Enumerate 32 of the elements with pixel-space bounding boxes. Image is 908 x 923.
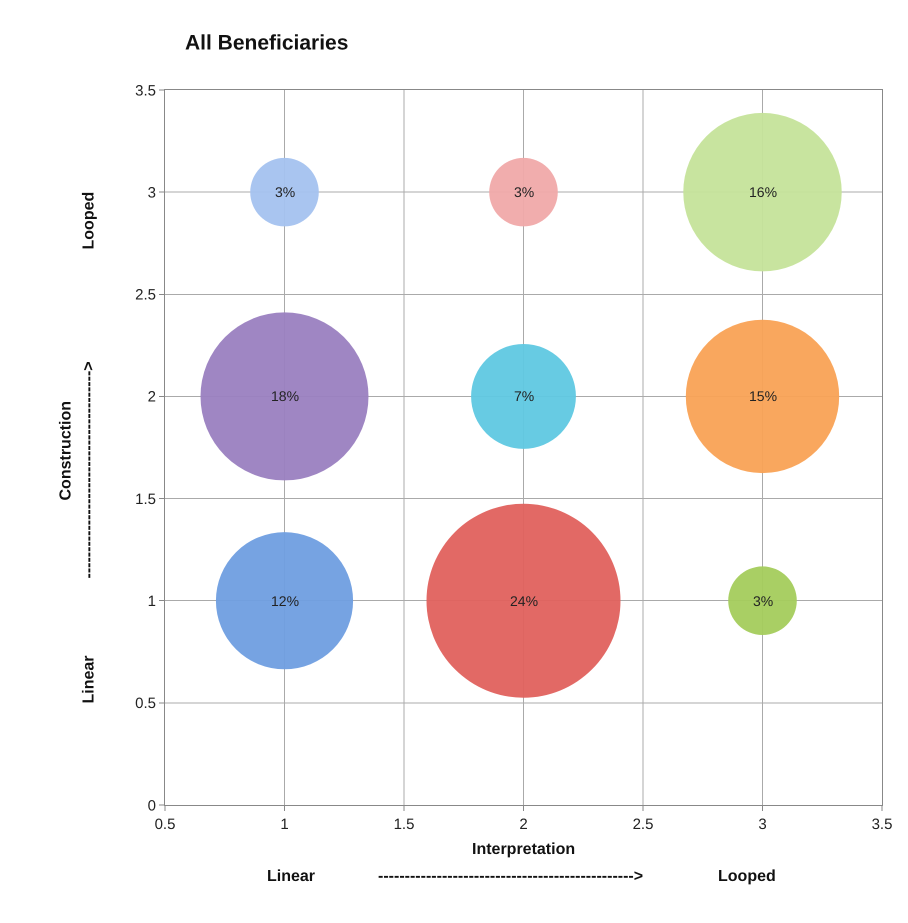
x-tick-label: 1.5: [394, 816, 414, 833]
text: Linear: [267, 868, 316, 885]
annotation: 24%: [510, 593, 538, 609]
annotation: 16%: [749, 184, 778, 200]
y-tick-label: 1.5: [135, 490, 156, 508]
x-tick-label: 3.5: [872, 816, 892, 833]
x-tick-label: 2.5: [632, 816, 654, 833]
text: --------------------------------------->: [80, 361, 98, 578]
y-axis-title: Construction: [58, 400, 74, 500]
x-axis-title: Interpretation: [472, 841, 576, 858]
y-tick-label: 2.5: [135, 286, 156, 304]
y-tick-label: 0.5: [135, 695, 156, 712]
x-tick-label: 2: [519, 816, 528, 833]
annotation: 7%: [514, 388, 534, 404]
y-tick-label: 0: [148, 797, 156, 814]
annotation: 18%: [271, 388, 300, 404]
annotation: 3%: [275, 184, 296, 200]
annotation: 3%: [753, 593, 774, 609]
text: Linear: [80, 655, 98, 704]
annotation: 15%: [749, 388, 778, 404]
y-tick-label: 3.5: [135, 82, 156, 100]
x-tick-label: 1: [280, 816, 289, 833]
annotation: 12%: [271, 593, 300, 609]
y-tick-label: 2: [148, 388, 156, 406]
annotation: 3%: [514, 184, 534, 200]
text: ------------------------------------------------>: [378, 868, 644, 885]
text: Looped: [718, 868, 776, 885]
chart-title: All Beneficiaries: [185, 31, 348, 54]
text: Looped: [80, 192, 98, 250]
y-tick-label: 1: [148, 592, 156, 610]
x-tick-label: 3: [758, 816, 767, 833]
y-tick-label: 3: [148, 184, 156, 202]
